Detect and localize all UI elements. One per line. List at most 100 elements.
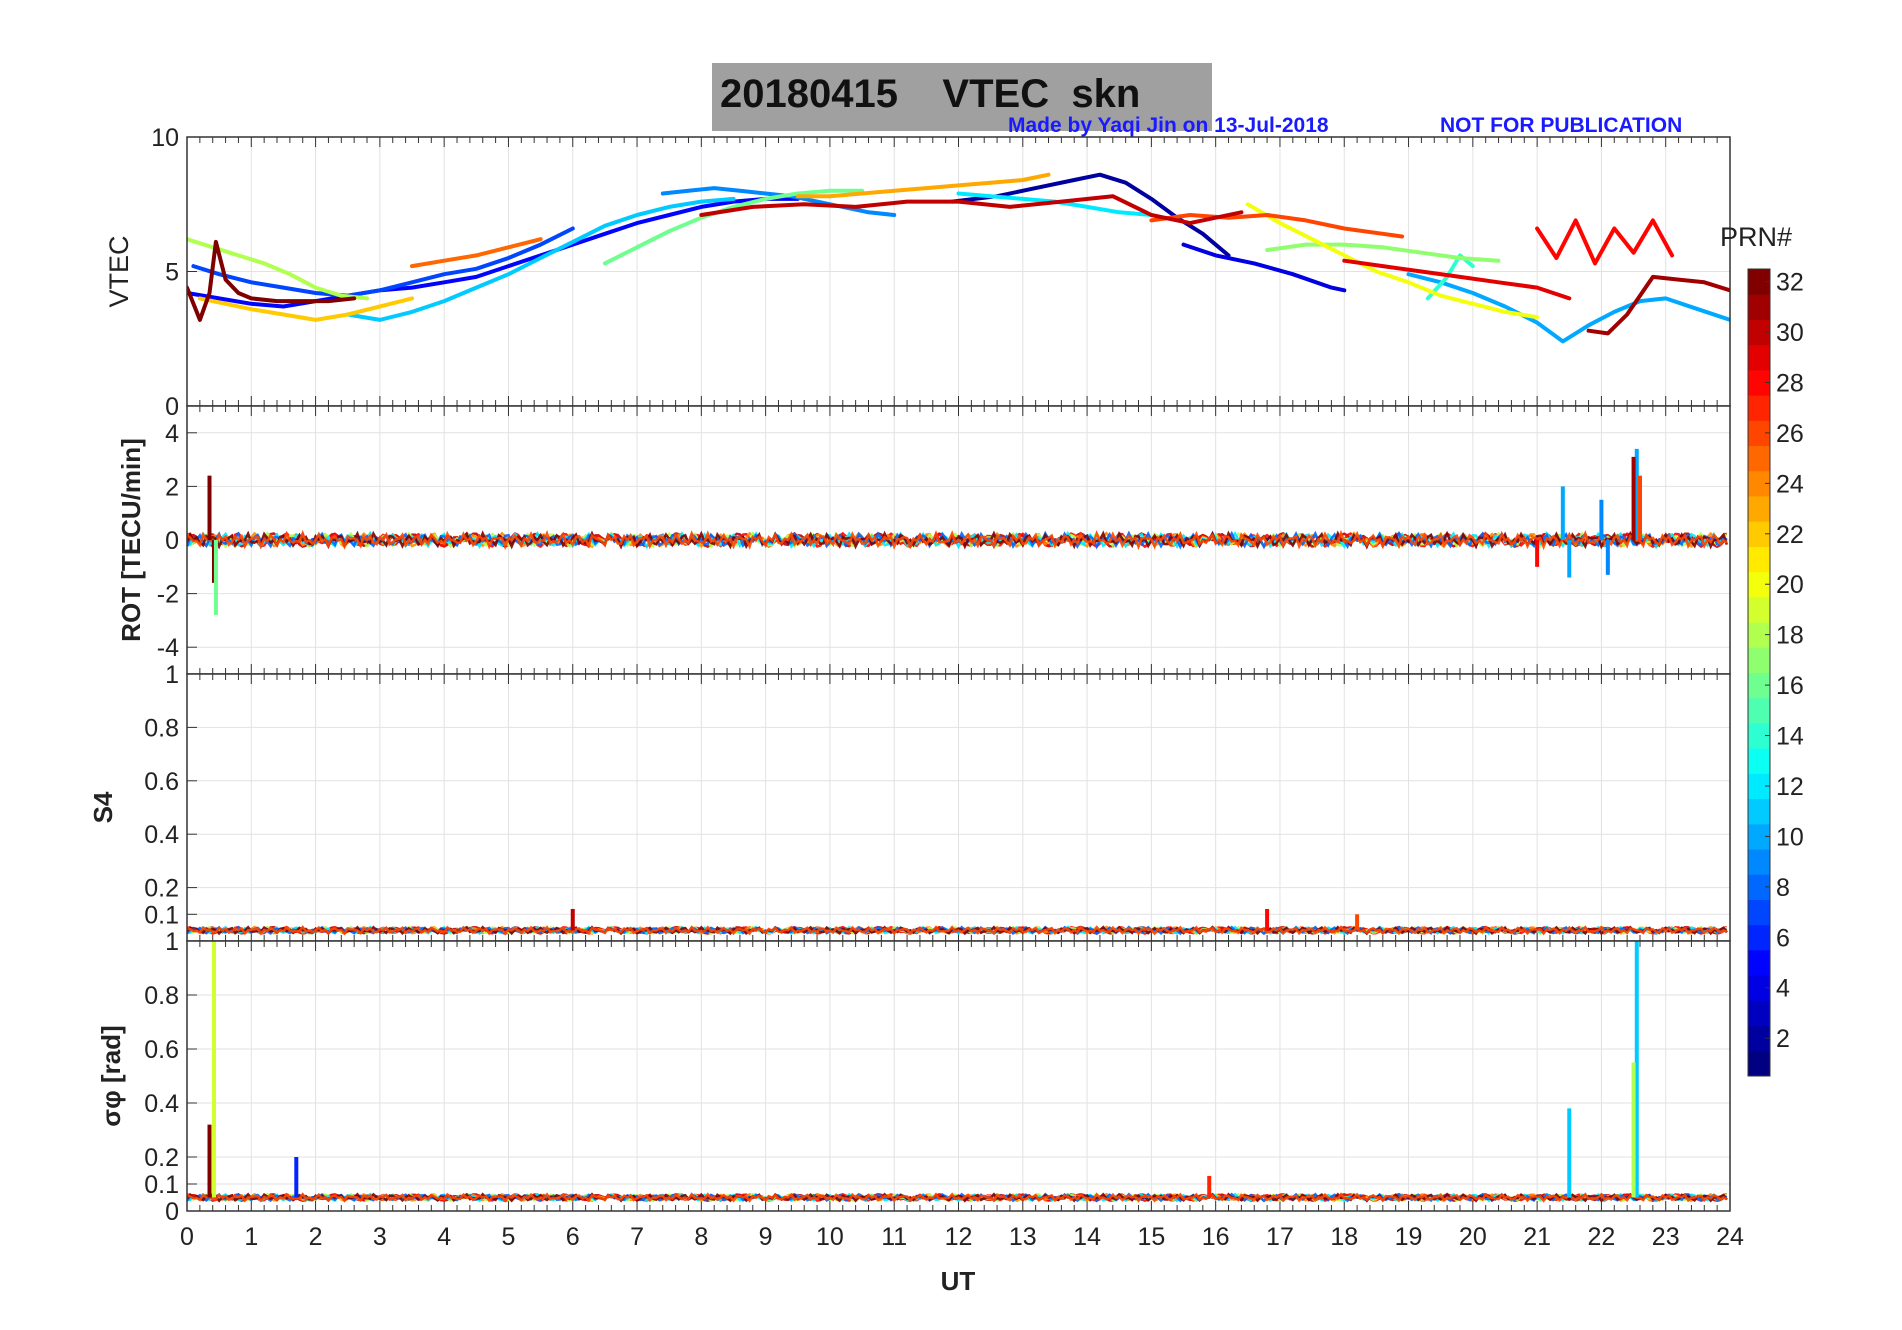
publication-warning: NOT FOR PUBLICATION	[1440, 114, 1683, 137]
colorbar-tick-label: 32	[1776, 269, 1804, 297]
colorbar-segment	[1748, 722, 1770, 749]
colorbar-tick-label: 24	[1776, 470, 1804, 498]
colorbar-segment	[1748, 269, 1770, 295]
colorbar-segment	[1748, 1050, 1770, 1077]
x-tick-label: 11	[881, 1223, 907, 1251]
x-tick-label: 1	[244, 1223, 258, 1251]
y-tick-label: -2	[157, 581, 179, 609]
colorbar-tick-label: 20	[1776, 571, 1804, 599]
y-tick-label: 10	[151, 124, 179, 152]
colorbar-segment	[1748, 495, 1770, 522]
y-tick-label: -4	[157, 634, 179, 662]
colorbar-segment	[1748, 949, 1770, 976]
colorbar-segment	[1748, 369, 1770, 396]
panel-3: 0.10.2 0.4 0.6 0.8 1 S4	[88, 661, 1731, 942]
credit-text: Made by Yaqi Jin on 13-Jul-2018	[1008, 114, 1329, 137]
colorbar-segment	[1748, 672, 1770, 699]
panel-frame	[186, 940, 1731, 1212]
series-line-prn-10	[1406, 272, 1730, 344]
colorbar-segment	[1748, 924, 1770, 951]
colorbar-label: PRN#	[1720, 222, 1792, 252]
x-tick-label: 17	[1266, 1223, 1294, 1251]
colorbar-segment	[1748, 521, 1770, 547]
colorbar-segment	[1748, 899, 1770, 926]
y-tick-label: 0.4	[144, 821, 179, 849]
y-tick-label: 4	[165, 420, 179, 448]
series-line-prn-31	[1586, 274, 1730, 336]
x-tick-label: 0	[180, 1223, 194, 1251]
series-line-prn-7	[191, 226, 575, 298]
series-line-prn-4	[1181, 242, 1347, 293]
y-tick-label: 0	[165, 393, 179, 421]
colorbar-segment	[1748, 395, 1770, 421]
x-tick-label: 9	[759, 1223, 773, 1251]
series-line-prn-26	[1149, 213, 1405, 239]
baseline-noise-prn-32	[187, 925, 1728, 936]
colorbar-tick-label: 22	[1776, 521, 1804, 549]
series-line-prn-17	[1265, 242, 1501, 263]
x-tick-label: 5	[502, 1223, 516, 1251]
x-tick-label: 23	[1652, 1223, 1680, 1251]
colorbar-tick-label: 30	[1776, 319, 1804, 347]
series-line-prn-16	[602, 188, 865, 266]
series-group	[187, 908, 1728, 936]
series-line-prn-28	[1535, 218, 1675, 266]
y-tick-label: 0.8	[144, 714, 179, 742]
colorbar-tick-label: 4	[1776, 975, 1790, 1003]
y-tick-label: 5	[165, 259, 179, 287]
colorbar-segment	[1748, 798, 1770, 825]
colorbar-tick-label: 6	[1776, 924, 1790, 952]
x-tick-label: 16	[1202, 1223, 1230, 1251]
x-tick-label: 3	[373, 1223, 387, 1251]
colorbar-segment	[1748, 697, 1770, 724]
series-line-prn-23	[795, 172, 1051, 199]
x-tick-label: 4	[437, 1223, 451, 1251]
colorbar-tick-label: 8	[1776, 874, 1790, 902]
baseline-noise-prn-32	[187, 530, 1728, 550]
colorbar-segment	[1748, 319, 1770, 346]
x-tick-label: 12	[945, 1223, 973, 1251]
x-tick-label: 13	[1009, 1223, 1037, 1251]
y-tick-label: 0.8	[144, 982, 179, 1010]
colorbar-segment	[1748, 571, 1770, 598]
colorbar-tick-label: 28	[1776, 369, 1804, 397]
x-tick-label: 2	[309, 1223, 323, 1251]
colorbar-segment	[1748, 445, 1770, 472]
colorbar-tick-label: 2	[1776, 1025, 1790, 1053]
x-tick-label: 19	[1395, 1223, 1423, 1251]
y-tick-label: 0.6	[144, 768, 179, 796]
colorbar-tick-label: 26	[1776, 420, 1804, 448]
series-line-prn-11	[345, 196, 736, 322]
y-axis-label: VTEC	[104, 235, 134, 307]
colorbar-segment	[1748, 823, 1770, 850]
chart-title: 20180415 VTEC skn	[720, 72, 1141, 116]
colorbar-tick-label: 14	[1776, 723, 1804, 751]
y-tick-label: 0.2	[144, 875, 179, 903]
colorbar-tick-label: 16	[1776, 672, 1804, 700]
y-axis-label: ROT [TECU/min]	[116, 438, 146, 642]
colorbar-segment	[1748, 849, 1770, 875]
x-tick-label: 20	[1459, 1223, 1487, 1251]
x-tick-label: 24	[1716, 1223, 1744, 1251]
x-tick-label: 14	[1073, 1223, 1101, 1251]
y-tick-label: 2	[165, 473, 179, 501]
colorbar-segment	[1748, 748, 1770, 774]
y-axis-label: S4	[88, 791, 118, 823]
x-tick-label: 10	[816, 1223, 844, 1251]
colorbar-segment	[1748, 420, 1770, 447]
series-line-prn-32	[187, 239, 357, 322]
colorbar-frame	[1747, 268, 1771, 1077]
colorbar-segment	[1748, 773, 1770, 800]
colorbar-tick-label: 10	[1776, 823, 1804, 851]
x-axis-label: UT	[941, 1266, 976, 1296]
series-group	[187, 172, 1730, 344]
colorbar-segment	[1748, 344, 1770, 371]
y-tick-label: 0.6	[144, 1036, 179, 1064]
panel-1: 0 5 10 VTEC	[104, 124, 1731, 421]
y-tick-label: 0	[165, 1198, 179, 1226]
x-tick-label: 6	[566, 1223, 580, 1251]
colorbar-segment	[1748, 1025, 1770, 1052]
